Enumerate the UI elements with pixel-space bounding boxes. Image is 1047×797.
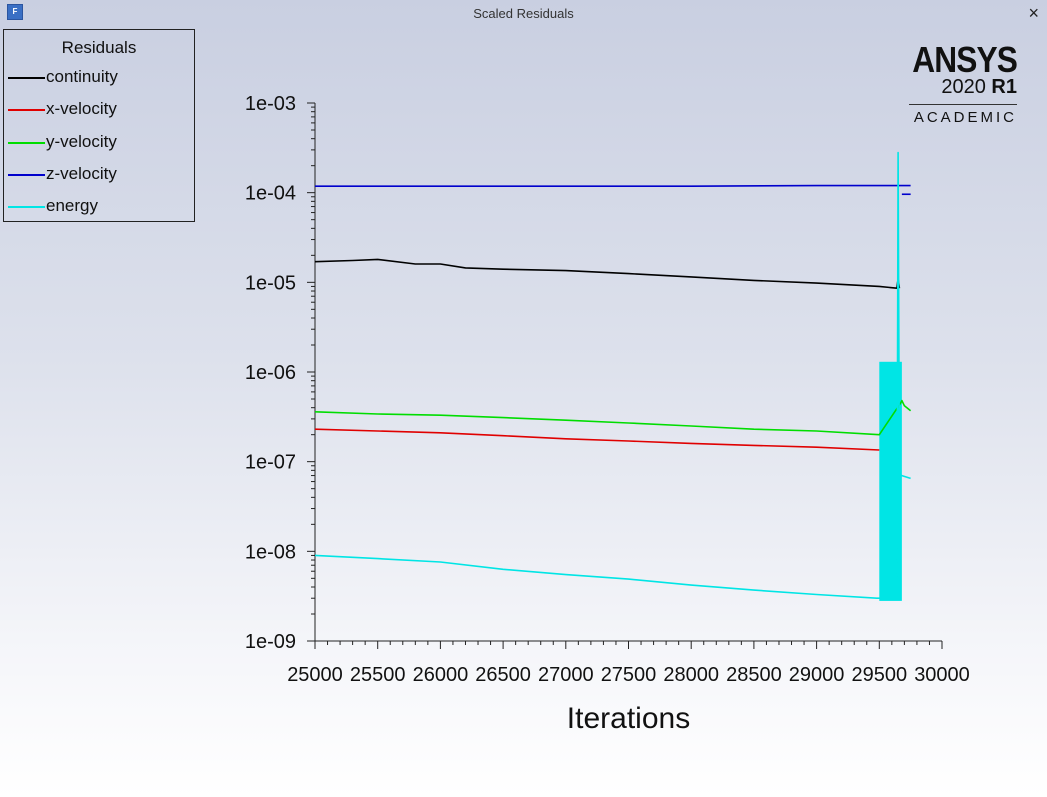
y-tick-label: 1e-05 <box>245 272 296 294</box>
y-tick-label: 1e-07 <box>245 452 296 474</box>
title-bar: F Scaled Residuals × <box>0 0 1047 26</box>
legend-label: y-velocity <box>46 132 117 151</box>
ansys-logo: ANSYS 2020 R1 ACADEMIC <box>897 39 1018 127</box>
x-tick-label: 25500 <box>350 664 406 686</box>
y-tick-label: 1e-08 <box>245 541 296 563</box>
x-tick-label: 27000 <box>538 664 594 686</box>
series-line-x-velocity <box>314 428 880 451</box>
legend-swatch <box>8 77 45 79</box>
legend-swatch <box>8 206 45 208</box>
x-tick-label: 29000 <box>789 664 845 686</box>
app-icon: F <box>7 4 23 20</box>
close-button[interactable]: × <box>1028 3 1039 23</box>
y-tick-label: 1e-09 <box>245 631 296 653</box>
logo-version: 2020 <box>941 76 986 98</box>
legend-item-x-velocity: x-velocity <box>4 98 194 122</box>
x-tick-label: 27500 <box>601 664 657 686</box>
x-axis-label: Iterations <box>567 702 690 735</box>
series-line-z-velocity <box>315 184 911 187</box>
legend-label: z-velocity <box>46 164 117 183</box>
x-tick-label: 30000 <box>914 664 970 686</box>
window-title: Scaled Residuals <box>473 6 574 21</box>
series-line-y-velocity <box>314 399 912 436</box>
logo-edition: ACADEMIC <box>913 109 1017 126</box>
legend-label: x-velocity <box>46 99 117 118</box>
legend-swatch <box>8 174 45 176</box>
x-tick-label: 26000 <box>413 664 469 686</box>
legend-item-y-velocity: y-velocity <box>4 131 194 155</box>
series-line-energy <box>314 151 911 600</box>
legend-item-energy: energy <box>4 195 194 219</box>
legend-title: Residuals <box>61 38 137 57</box>
legend-swatch <box>8 109 45 111</box>
legend-label: energy <box>46 196 98 215</box>
x-tick-label: 28000 <box>663 664 719 686</box>
x-tick-label: 28500 <box>726 664 782 686</box>
legend: Residuals continuity x-velocity y-veloci… <box>3 29 195 222</box>
logo-brand: ANSYS <box>912 39 1018 80</box>
legend-item-z-velocity: z-velocity <box>4 163 194 187</box>
x-tick-label: 25000 <box>287 664 343 686</box>
y-tick-label: 1e-03 <box>245 93 296 115</box>
legend-label: continuity <box>46 67 118 86</box>
x-tick-label: 29500 <box>851 664 907 686</box>
legend-swatch <box>8 142 45 144</box>
logo-divider <box>909 104 1017 105</box>
x-tick-label: 26500 <box>475 664 531 686</box>
y-tick-label: 1e-06 <box>245 362 296 384</box>
y-tick-label: 1e-04 <box>245 183 296 205</box>
logo-release: R1 <box>991 76 1017 98</box>
energy-oscillation-band <box>879 361 902 601</box>
logo-version-line: 2020 R1 <box>897 76 1017 98</box>
series-line-continuity <box>314 258 901 290</box>
legend-item-continuity: continuity <box>4 66 194 90</box>
